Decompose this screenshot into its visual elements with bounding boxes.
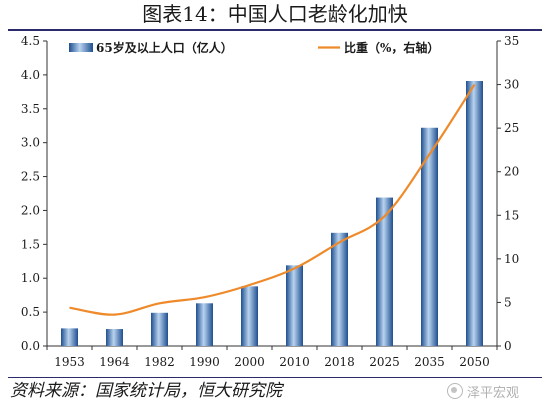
y-left-tick-label: 2.0 — [21, 203, 40, 217]
bar — [466, 80, 483, 346]
y-right-tick-label: 0 — [504, 339, 512, 353]
bar — [376, 197, 393, 346]
source-note: 资料来源：国家统计局，恒大研究院 — [10, 381, 282, 401]
y-right-tick-label: 35 — [504, 34, 519, 48]
x-tick-label: 1982 — [144, 355, 175, 369]
source-divider — [8, 377, 542, 378]
y-left-tick-label: 1.5 — [21, 237, 40, 251]
bar — [61, 328, 78, 346]
title-divider — [8, 29, 542, 31]
y-right-tick-label: 15 — [504, 208, 519, 222]
x-tick-label: 1953 — [54, 355, 85, 369]
y-left-tick-label: 1.0 — [21, 271, 40, 285]
y-right-tick-label: 20 — [504, 165, 519, 179]
y-left-tick-label: 4.5 — [21, 34, 40, 48]
y-right-tick-label: 25 — [504, 121, 519, 135]
x-tick-label: 1964 — [99, 355, 130, 369]
y-right-tick-label: 5 — [504, 295, 512, 309]
x-tick-label: 2018 — [324, 355, 355, 369]
bar — [196, 303, 213, 346]
x-tick-label: 2010 — [279, 355, 310, 369]
bar — [331, 232, 348, 346]
legend-label-line: 比重（%，右轴） — [344, 40, 439, 55]
watermark: 泽平宏观 — [447, 381, 519, 401]
bar — [151, 312, 168, 346]
wechat-logo-icon — [447, 383, 463, 399]
y-left-tick-label: 0.0 — [21, 339, 40, 353]
legend-label-bar: 65岁及以上人口（亿人） — [96, 40, 233, 55]
y-left-tick-label: 4.0 — [21, 68, 40, 82]
x-tick-label: 2025 — [369, 355, 400, 369]
y-left-tick-label: 3.0 — [21, 136, 40, 150]
y-left-tick-label: 0.5 — [21, 305, 40, 319]
bar — [286, 265, 303, 346]
y-right-tick-label: 10 — [504, 252, 519, 266]
series-line-ratio — [69, 83, 476, 316]
x-tick-label: 2000 — [234, 355, 265, 369]
chart-title: 图表14：中国人口老龄化加快 — [142, 2, 408, 26]
bar — [421, 127, 438, 346]
x-tick-label: 2035 — [414, 355, 445, 369]
bar — [241, 286, 258, 346]
y-left-tick-label: 3.5 — [21, 102, 40, 116]
y-right-tick-label: 30 — [504, 78, 519, 92]
watermark-text: 泽平宏观 — [467, 385, 520, 401]
bar — [106, 329, 123, 346]
legend-swatch-bar — [69, 43, 93, 52]
y-left-tick-label: 2.5 — [21, 170, 40, 184]
x-tick-label: 2050 — [459, 355, 490, 369]
x-tick-label: 1990 — [189, 355, 220, 369]
